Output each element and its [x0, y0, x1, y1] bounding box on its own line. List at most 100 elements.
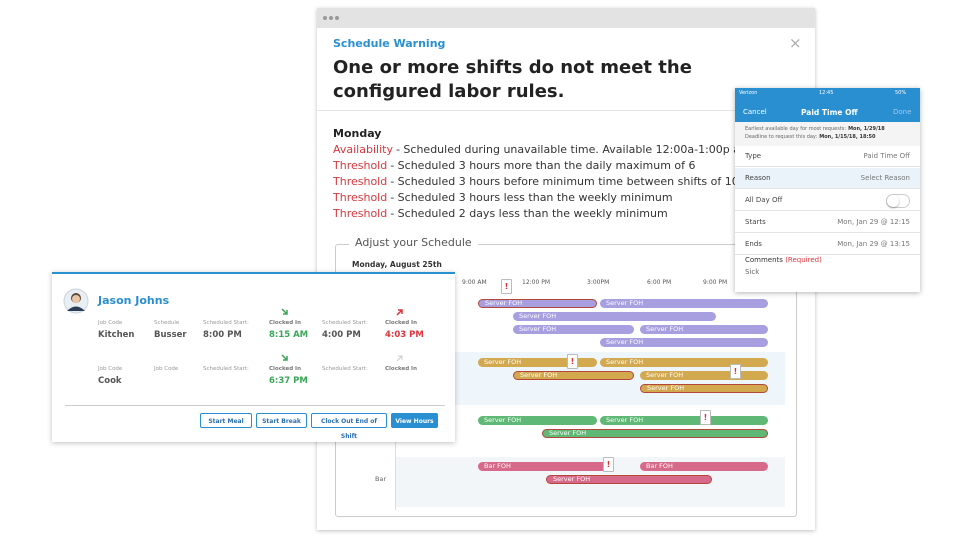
field-label: Scheduled Start: [322, 320, 368, 326]
shift[interactable]: Server FOH [478, 358, 597, 367]
carrier: Verizon [739, 90, 758, 96]
info-band [735, 122, 920, 146]
form-row[interactable]: Type Paid Time Off [735, 146, 920, 167]
alert-marker: ! [603, 457, 614, 472]
field-value: Paid Time Off [863, 152, 911, 160]
warning-text: - Scheduled 3 hours less than the weekly… [390, 191, 673, 204]
button[interactable]: View Hours [391, 413, 438, 428]
warning-rule: Threshold [333, 191, 388, 204]
adjust-legend: Adjust your Schedule [349, 236, 478, 249]
field-label: Type [745, 152, 762, 160]
shift[interactable]: Server FOH [600, 299, 768, 308]
shift[interactable]: Bar FOH [640, 462, 768, 471]
employee-name: Jason Johns [98, 294, 170, 307]
form-row[interactable]: Ends Mon, Jan 29 @ 13:15 [735, 234, 920, 255]
shift[interactable]: Server FOH [600, 358, 768, 367]
form-row[interactable]: Starts Mon, Jan 29 @ 12:15 [735, 212, 920, 233]
warning-rule: Availability [333, 143, 393, 156]
shift[interactable]: Server FOH [478, 416, 597, 425]
arrow-icon [281, 308, 288, 315]
shift[interactable]: Server FOH [640, 325, 768, 334]
field-value: 4:00 PM [322, 330, 361, 340]
cancel-button[interactable]: Cancel [743, 108, 767, 116]
field-label: Clocked In [269, 320, 302, 326]
toggle[interactable] [886, 194, 910, 208]
comments: Comments [745, 256, 783, 264]
info-value: Mon, 1/15/18, 18:50 [819, 134, 876, 140]
title: One or more shifts do not meet the confi… [333, 57, 692, 102]
warning-rule: Threshold [333, 159, 388, 172]
adjust-date: Monday, August 25th [352, 260, 442, 269]
warning: Threshold - Scheduled 3 hours less than t… [333, 191, 673, 204]
field-label: Job Code [98, 320, 123, 326]
button[interactable]: Clock Out End of Shift [311, 413, 387, 440]
info-value: Mon, 1/29/18 [848, 126, 885, 132]
form-row[interactable]: Reason Select Reason [735, 168, 920, 189]
time-label: 12:00 PM [522, 279, 550, 286]
button[interactable]: Start Meal [200, 413, 252, 428]
field-label: Clocked In [385, 366, 418, 372]
day: Monday [333, 127, 382, 140]
shift[interactable]: Server FOH [640, 371, 768, 380]
field-value: Busser [154, 330, 187, 340]
field-label: Clocked In [385, 320, 418, 326]
field-label: Reason [745, 174, 771, 182]
warning: Threshold - Scheduled 3 hours before mini… [333, 175, 739, 188]
clock: 12:45 [819, 90, 834, 96]
field-label: Clocked In [269, 366, 302, 372]
arrow-icon [396, 309, 403, 316]
info-line: Earliest available day for most requests… [745, 126, 885, 132]
alert-marker: ! [730, 364, 741, 379]
field-label: Scheduled Start: [322, 366, 368, 372]
shift[interactable]: Server FOH [513, 371, 634, 380]
mobile-header [735, 88, 920, 122]
field-label: Schedule [154, 320, 180, 326]
form-row[interactable]: All Day Off [735, 190, 920, 211]
dot [335, 16, 339, 20]
mobile-form: Verizon 12:45 50% Cancel Paid Time Off D… [735, 88, 920, 292]
field-label: Job Code [154, 366, 179, 372]
info-line: Deadline to request this day: Mon, 1/15/1… [745, 134, 875, 140]
warning-rule: Threshold [333, 207, 388, 220]
shift[interactable]: Server FOH [513, 325, 634, 334]
done-button[interactable]: Done [893, 108, 912, 116]
field-label: Scheduled Start: [203, 320, 249, 326]
field-value: Select Reason [860, 174, 910, 182]
comments-label: Comments (Required) [745, 256, 822, 264]
time-label: 9:00 PM [703, 279, 728, 286]
field-label: Scheduled Start: [203, 366, 249, 372]
divider [317, 110, 815, 111]
warning: Availability - Scheduled during unavailab… [333, 143, 793, 156]
warning: Threshold - Scheduled 2 days less than th… [333, 207, 668, 220]
field-label: Job Code [98, 366, 123, 372]
field-label: Ends [745, 240, 762, 248]
warning-text: - Scheduled 2 days less than the weekly … [390, 207, 668, 220]
warning: Threshold - Scheduled 3 hours more than t… [333, 159, 696, 172]
shift[interactable]: Server FOH [542, 429, 768, 438]
arrow-icon [396, 355, 403, 362]
shift[interactable]: Server FOH [546, 475, 712, 484]
shift[interactable]: Bar FOH [478, 462, 610, 471]
mobile-title: Paid Time Off [801, 108, 858, 117]
dot [329, 16, 333, 20]
shift[interactable]: Server FOH [600, 338, 768, 347]
shift[interactable]: Server FOH [478, 299, 597, 308]
alert-marker: ! [700, 410, 711, 425]
close-button[interactable]: × [789, 34, 802, 52]
button[interactable]: Start Break [256, 413, 307, 428]
warning-text: - Scheduled 3 hours before minimum time … [390, 175, 739, 188]
toggle-knob [887, 195, 899, 207]
time-label: 9:00 AM [462, 279, 487, 286]
shift[interactable]: Server FOH [600, 416, 768, 425]
avatar [63, 288, 89, 314]
schedule-warning-window: Schedule Warning × One or more shifts do… [317, 8, 815, 530]
field-value: 6:37 PM [269, 376, 308, 386]
field-value: 4:03 PM [385, 330, 424, 340]
field-value: 8:15 AM [269, 330, 309, 340]
shift[interactable]: Server FOH [640, 384, 768, 393]
employee-card: Jason Johns Job Code Schedule Scheduled St… [52, 272, 455, 442]
field-value: Mon, Jan 29 @ 13:15 [837, 240, 910, 248]
battery: 50% [895, 90, 907, 96]
shift[interactable]: Server FOH [513, 312, 716, 321]
